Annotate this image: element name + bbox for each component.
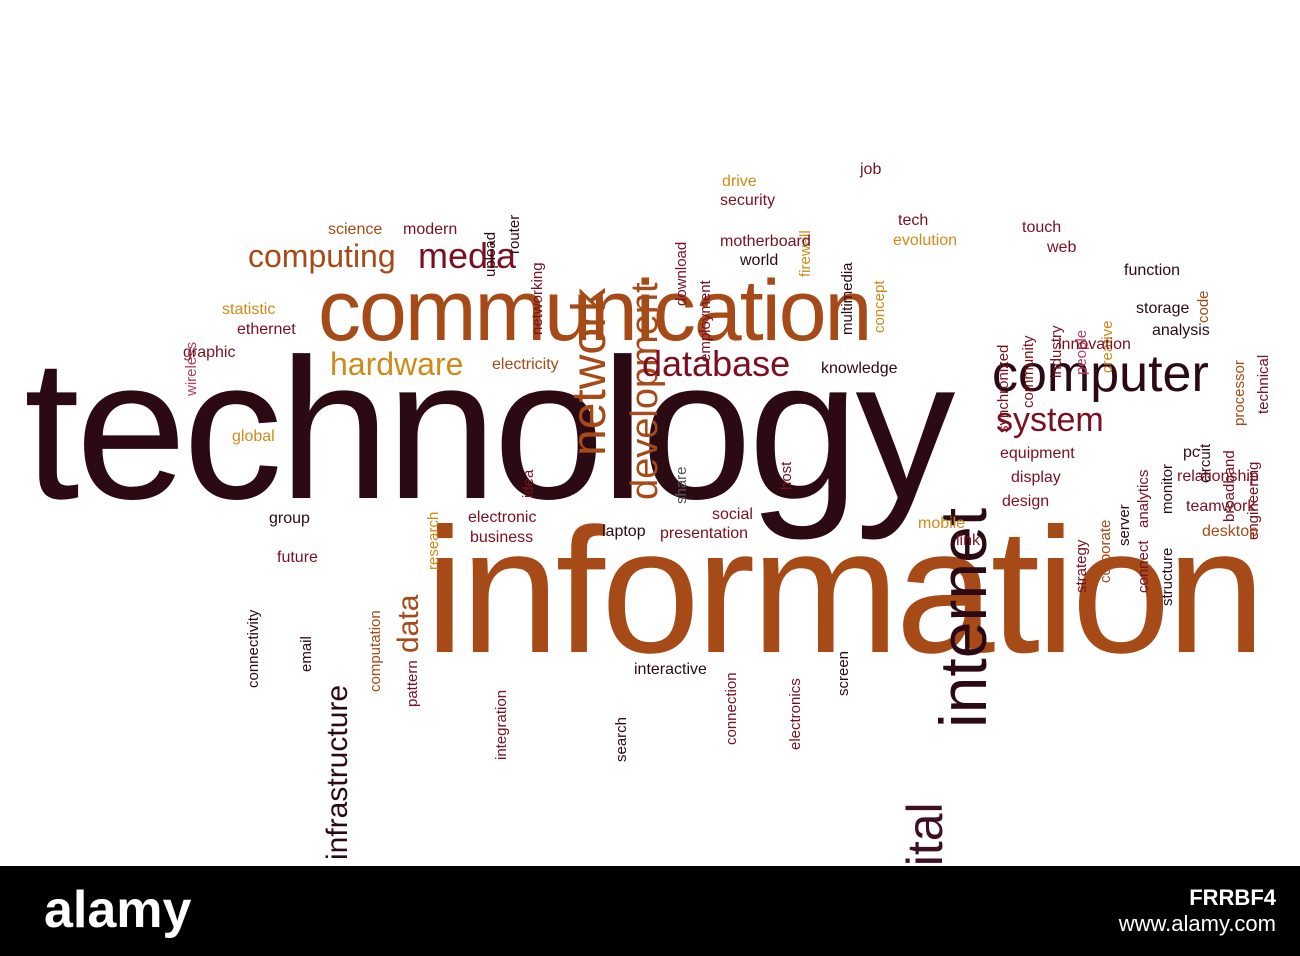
word-synchronized: synchronized	[995, 344, 1012, 433]
word-computation: computation	[367, 610, 384, 692]
word-future: future	[277, 549, 318, 566]
word-information: information	[425, 491, 1266, 690]
word-processor: processor	[1231, 360, 1248, 426]
word-business: business	[470, 529, 534, 546]
word-equipment: equipment	[1000, 445, 1075, 462]
word-integration: integration	[493, 689, 510, 760]
word-connection: connection	[723, 672, 740, 745]
word-pc: pc	[1183, 444, 1200, 461]
word-global: global	[232, 428, 275, 445]
word-structure: structure	[1159, 547, 1176, 606]
word-communication: communication	[318, 263, 872, 359]
word-connectivity: connectivity	[245, 609, 262, 688]
word-teamwork: teamwork	[1186, 498, 1256, 515]
word-group: group	[269, 510, 310, 527]
word-job: job	[860, 161, 882, 178]
word-research: research	[425, 511, 442, 570]
word-social: social	[712, 506, 753, 523]
word-router: router	[506, 214, 523, 254]
word-motherboard: motherboard	[720, 233, 811, 250]
word-development: development	[624, 282, 666, 500]
word-host: host	[778, 461, 795, 490]
word-network: network	[563, 287, 616, 456]
word-code: code	[1195, 290, 1212, 323]
word-storage: storage	[1136, 300, 1190, 317]
word-infrastructure: infrastructure	[321, 684, 354, 860]
word-electricity: electricity	[492, 356, 559, 373]
word-connect: connect	[1135, 540, 1152, 593]
word-networking: networking	[529, 262, 546, 335]
word-hardware: hardware	[330, 346, 464, 382]
word-mobile: mobile	[918, 515, 966, 532]
word-idea: idea	[520, 469, 537, 498]
word-laptop: laptop	[602, 523, 646, 540]
word-electronics: electronics	[787, 678, 804, 750]
word-upload: upload	[482, 231, 499, 277]
word-desktop: desktop	[1202, 523, 1259, 540]
stock-footer-bar: alamy FRRBF4 www.alamy.com	[0, 866, 1300, 956]
word-computing: computing	[248, 238, 396, 274]
site-url: www.alamy.com	[1118, 911, 1276, 937]
word-digital: digital	[897, 802, 953, 866]
word-data: data	[392, 594, 425, 653]
word-science: science	[328, 221, 383, 238]
word-technical: technical	[1255, 354, 1272, 414]
word-link: link	[956, 532, 981, 549]
word-drive: drive	[722, 173, 757, 190]
word-database: database	[642, 343, 791, 384]
word-knowledge: knowledge	[821, 360, 898, 377]
word-screen: screen	[835, 650, 852, 696]
word-statistic: statistic	[222, 301, 276, 318]
word-share: share	[673, 466, 690, 504]
word-relationship: relationship	[1177, 468, 1259, 485]
image-code: FRRBF4	[1189, 885, 1276, 910]
word-community: community	[1020, 335, 1037, 408]
word-interactive: interactive	[634, 661, 707, 678]
word-design: design	[1002, 493, 1050, 510]
word-corporate: corporate	[1097, 519, 1114, 583]
word-modern: modern	[403, 221, 458, 238]
word-display: display	[1011, 469, 1061, 486]
word-search: search	[613, 716, 630, 762]
word-employment: employment	[697, 280, 714, 362]
word-email: email	[298, 636, 315, 672]
word-function: function	[1124, 262, 1181, 279]
word-analysis: analysis	[1152, 322, 1210, 339]
word-ethernet: ethernet	[237, 321, 296, 338]
word-tech: tech	[898, 212, 929, 229]
word-electronic: electronic	[468, 509, 537, 526]
word-server: server	[1116, 504, 1133, 546]
word-system: system	[996, 401, 1104, 439]
word-pattern: pattern	[404, 660, 421, 707]
word-monitor: monitor	[1159, 463, 1176, 514]
word-world: world	[740, 252, 779, 269]
word-cloud: technology information communication int…	[24, 161, 1272, 867]
word-web: web	[1047, 239, 1077, 256]
word-analytics: analytics	[1135, 469, 1152, 528]
word-multimedia: multimedia	[839, 262, 856, 335]
word-download: download	[673, 241, 690, 306]
alamy-logo: alamy	[44, 881, 192, 939]
word-touch: touch	[1022, 219, 1062, 236]
word-strategy: strategy	[1073, 539, 1090, 593]
word-technology: technology	[24, 318, 955, 541]
word-concept: concept	[871, 280, 888, 333]
footer-info: FRRBF4 www.alamy.com	[1118, 885, 1276, 939]
word-presentation: presentation	[660, 525, 749, 542]
word-media: media	[418, 235, 517, 276]
word-security: security	[720, 192, 776, 209]
word-innovation: innovation	[1058, 336, 1131, 353]
word-graphic: graphic	[183, 344, 236, 361]
word-evolution: evolution	[893, 232, 958, 249]
word-computer: computer	[992, 345, 1209, 403]
